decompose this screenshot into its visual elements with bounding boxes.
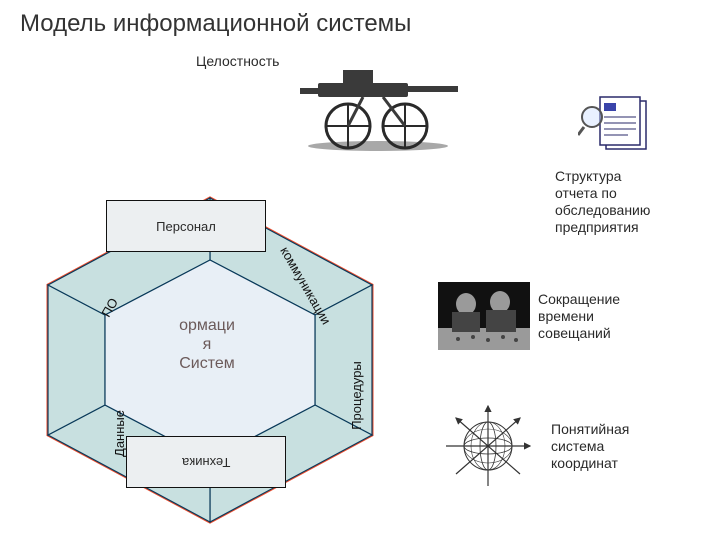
overlay-tech: Техника [126, 436, 286, 488]
report-magnifier-image [578, 95, 656, 155]
side-label-r3_mid: система [551, 437, 604, 455]
side-label-r1_mid: отчета по [555, 184, 617, 202]
meeting-image [438, 282, 530, 350]
coordinate-sphere-image [438, 400, 538, 492]
side-label-r3_top: Понятийная [551, 420, 629, 438]
side-label-r1_mid2: обследованию [555, 201, 650, 219]
page-title: Модель информационной системы [20, 10, 411, 38]
hex-segment-data: Данные [112, 410, 127, 457]
overlay-personal: Персонал [106, 200, 266, 252]
hex-segment-proced: Процедуры [349, 361, 364, 430]
side-label-r2_top: Сокращение [538, 290, 620, 308]
label-integrity: Целостность [196, 52, 279, 70]
side-label-r1_top: Структура [555, 167, 621, 185]
side-label-r2_mid: времени [538, 307, 594, 325]
hex-center-text: ормаци я Систем [142, 316, 272, 374]
gun-image [288, 48, 463, 153]
side-label-r3_bot: координат [551, 454, 618, 472]
side-label-r1_bot: предприятия [555, 218, 639, 236]
side-label-r2_bot: совещаний [538, 324, 611, 342]
